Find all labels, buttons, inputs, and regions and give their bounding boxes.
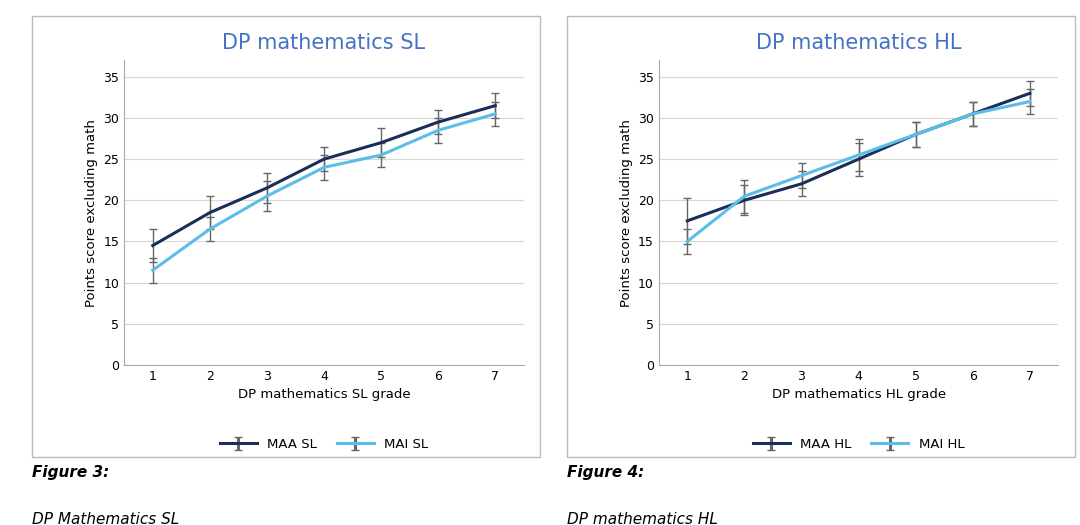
Y-axis label: Points score excluding math: Points score excluding math [620,119,633,307]
Text: Figure 4:: Figure 4: [567,465,645,480]
Legend: MAA SL, MAI SL: MAA SL, MAI SL [214,433,434,456]
X-axis label: DP mathematics HL grade: DP mathematics HL grade [771,388,946,401]
Y-axis label: Points score excluding math: Points score excluding math [85,119,98,307]
Legend: MAA HL, MAI HL: MAA HL, MAI HL [747,433,970,456]
Text: Figure 3:: Figure 3: [32,465,110,480]
Text: DP mathematics HL
regression analysis: DP mathematics HL regression analysis [567,512,718,525]
Title: DP mathematics HL: DP mathematics HL [756,33,961,53]
X-axis label: DP mathematics SL grade: DP mathematics SL grade [238,388,410,401]
Text: DP Mathematics SL
regression analysis: DP Mathematics SL regression analysis [32,512,179,525]
Title: DP mathematics SL: DP mathematics SL [222,33,426,53]
